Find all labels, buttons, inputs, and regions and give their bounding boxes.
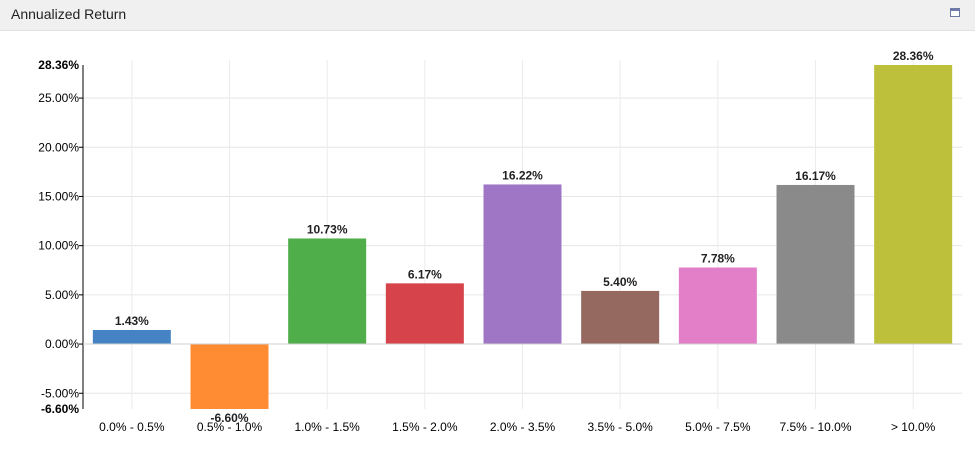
y-min-label: -6.60%: [41, 402, 79, 416]
panel-header: Annualized Return: [0, 0, 975, 31]
x-tick-label: 3.5% - 5.0%: [587, 420, 653, 434]
x-tick-label: 1.0% - 1.5%: [294, 420, 360, 434]
bar: [92, 329, 171, 345]
bar: [288, 238, 367, 345]
bar: [874, 65, 953, 345]
x-tick-label: 1.5% - 2.0%: [392, 420, 458, 434]
bar: [483, 184, 562, 345]
data-label: 6.17%: [408, 267, 442, 281]
y-tick-label: 20.00%: [38, 140, 79, 154]
bar: [190, 344, 269, 409]
bar: [678, 267, 757, 345]
x-tick-label: 5.0% - 7.5%: [685, 420, 751, 434]
data-label: 10.73%: [307, 222, 348, 236]
window-maximize-icon[interactable]: [950, 8, 960, 17]
y-max-label: 28.36%: [38, 58, 79, 72]
bar: [581, 290, 660, 345]
x-tick-label: 2.0% - 3.5%: [490, 420, 556, 434]
y-tick-label: -5.00%: [41, 386, 79, 400]
data-label: 28.36%: [893, 49, 934, 63]
y-tick-label: 0.00%: [45, 337, 79, 351]
data-label: 16.22%: [502, 168, 543, 182]
data-label: 7.78%: [701, 252, 735, 266]
x-tick-label: > 10.0%: [891, 420, 936, 434]
x-tick-label: 0.5% - 1.0%: [197, 420, 263, 434]
y-tick-label: 5.00%: [45, 288, 79, 302]
bar: [776, 184, 855, 345]
y-tick-label: 25.00%: [38, 91, 79, 105]
bar-chart: -5.00% 0.00% 5.00% 10.00% 15.00% 20.00% 25.00%…: [38, 49, 962, 434]
panel-title: Annualized Return: [11, 6, 127, 22]
data-label: 16.17%: [795, 169, 836, 183]
y-tick-label: 15.00%: [38, 189, 79, 203]
data-label: 1.43%: [115, 314, 149, 328]
data-label: 5.40%: [603, 275, 637, 289]
x-tick-label: 7.5% - 10.0%: [779, 420, 851, 434]
y-tick-label: 10.00%: [38, 239, 79, 253]
bar: [385, 283, 464, 345]
x-tick-label: 0.0% - 0.5%: [99, 420, 165, 434]
data-label: -6.60%: [210, 411, 248, 425]
